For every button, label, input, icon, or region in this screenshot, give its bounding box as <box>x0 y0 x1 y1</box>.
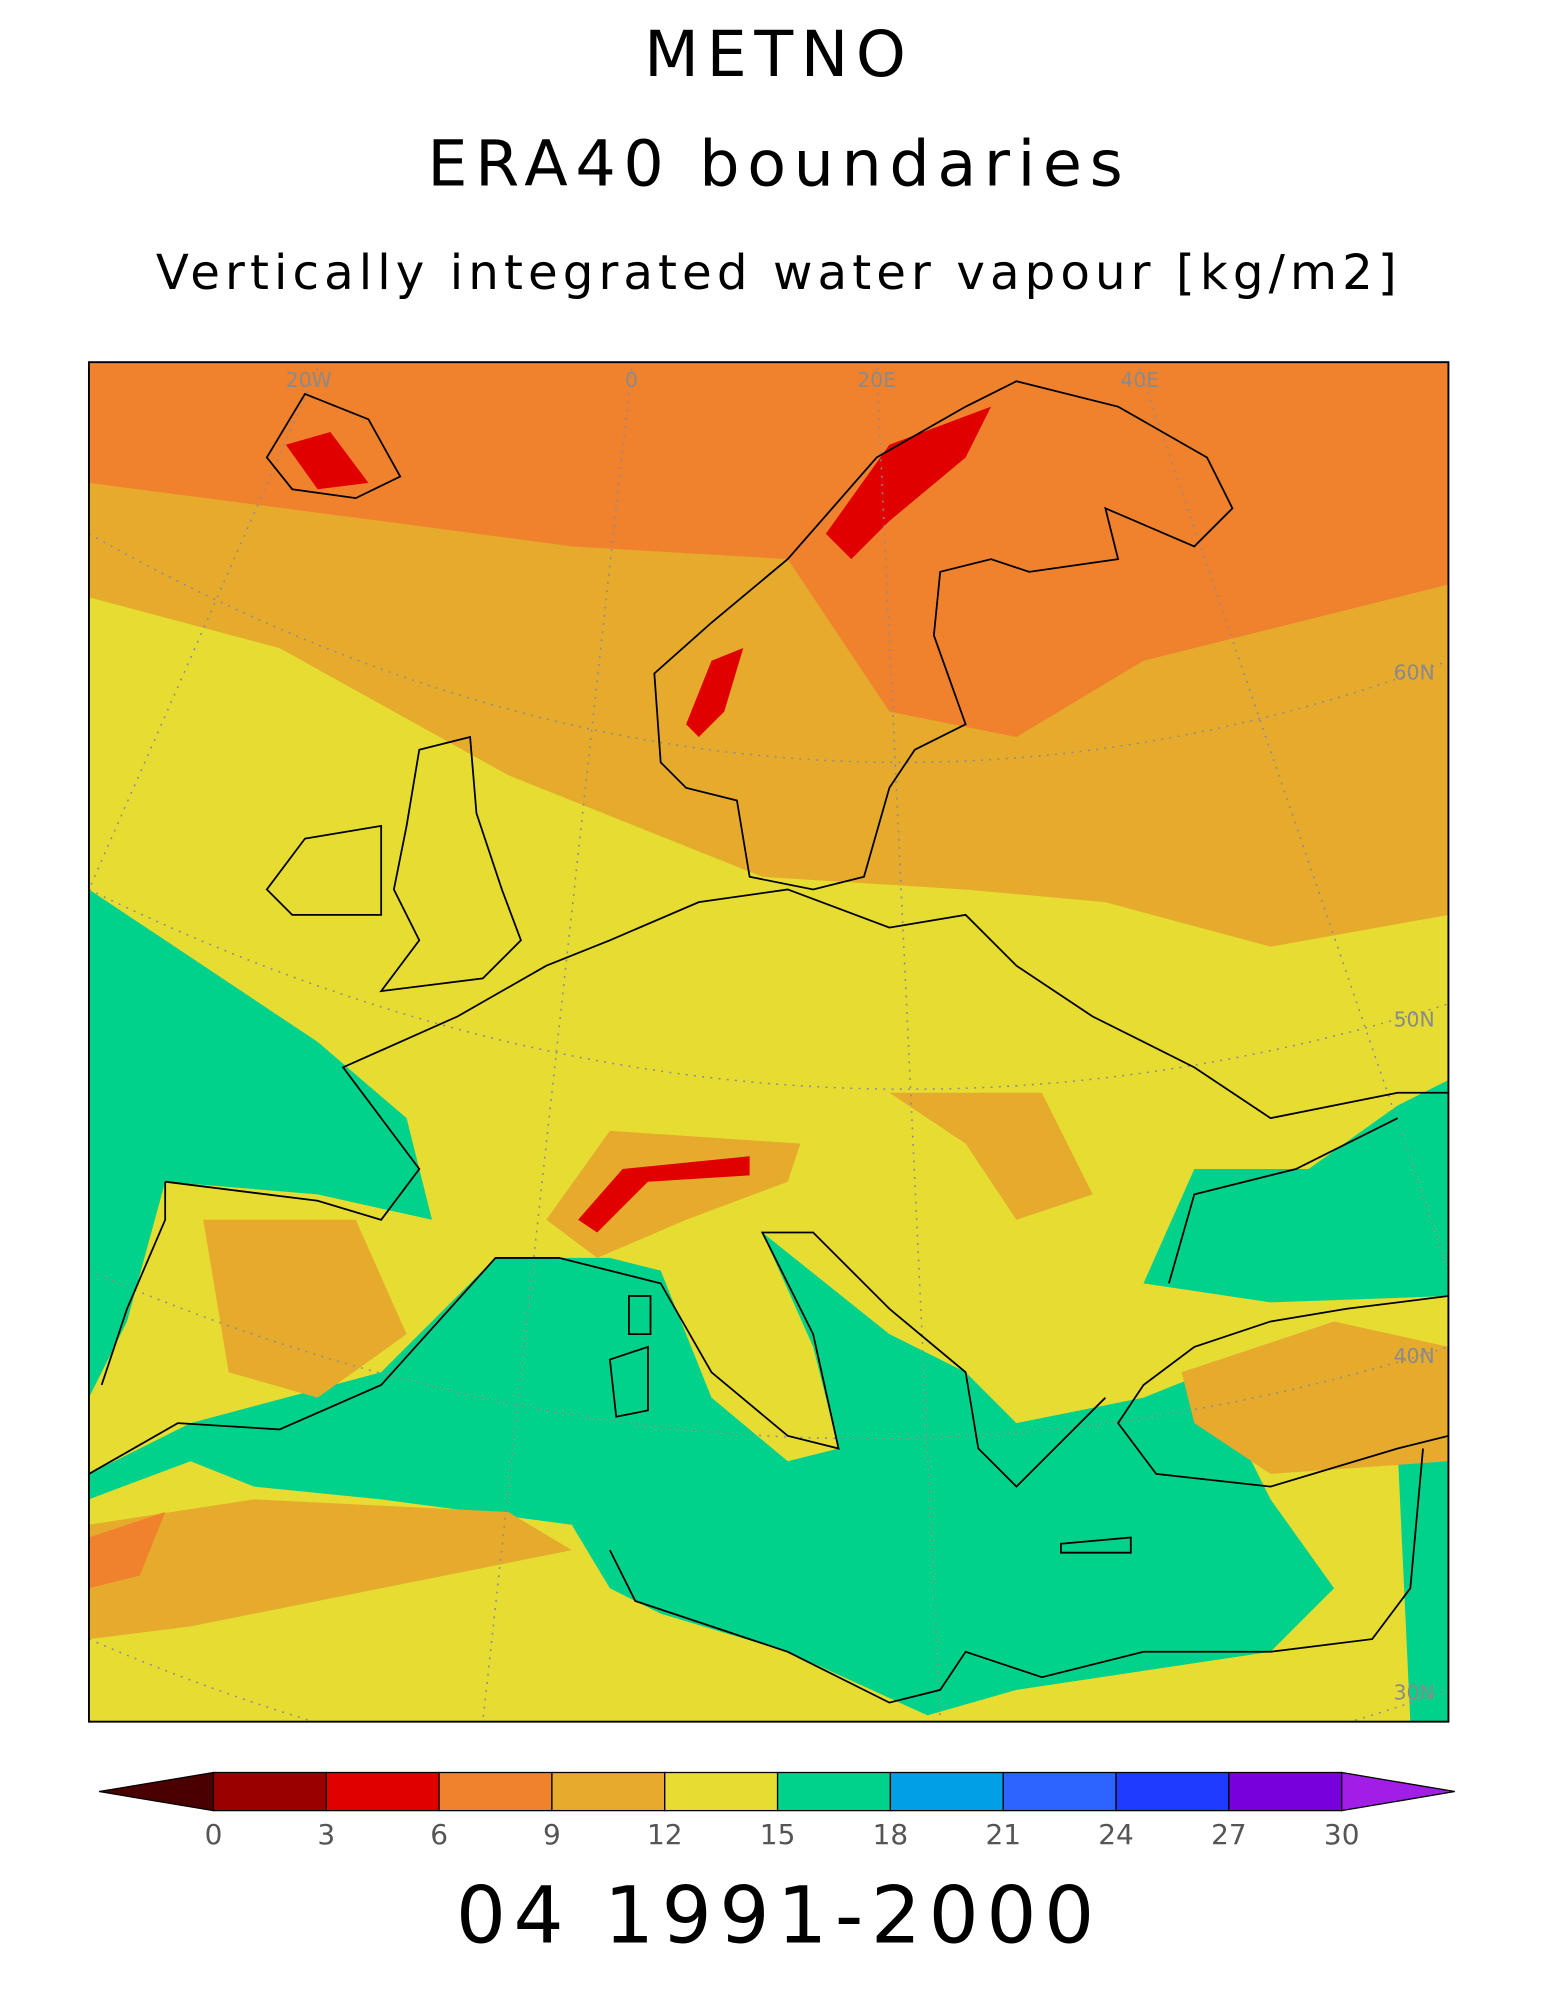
map-region <box>203 1219 407 1398</box>
map-region <box>285 432 369 490</box>
colorbar-bin <box>1228 1771 1343 1812</box>
coastline <box>379 735 522 993</box>
coastline <box>265 392 402 500</box>
lon-label: 0 <box>625 368 638 392</box>
map-region <box>88 1512 166 1589</box>
map-region <box>686 648 744 737</box>
coastline <box>165 888 1449 1488</box>
colorbar-bin <box>664 1771 779 1812</box>
map-region <box>578 1156 750 1233</box>
coastline <box>265 824 383 916</box>
colorbar-tick-label: 21 <box>985 1818 1021 1851</box>
coastline <box>88 1181 1424 1704</box>
subtitle: ERA40 boundaries <box>427 126 1130 200</box>
lat-label: 40N <box>1394 1344 1435 1368</box>
colorbar-tick-label: 27 <box>1211 1818 1247 1851</box>
map-field <box>88 362 1449 1722</box>
colorbar-bin <box>212 1771 327 1812</box>
colorbar-tick-label: 18 <box>873 1818 909 1851</box>
lat-line <box>88 533 1449 764</box>
map-region <box>1143 1080 1449 1303</box>
lon-line <box>875 368 941 1722</box>
lat-line <box>88 1269 1449 1440</box>
lon-label: 20W <box>286 368 332 392</box>
map-region <box>88 1499 572 1640</box>
colorbar-bin <box>889 1771 1004 1812</box>
graticule <box>88 368 1449 1722</box>
colorbar-tick-label: 6 <box>430 1818 448 1851</box>
lat-label: 30N <box>1394 1681 1435 1705</box>
map-frame <box>87 361 1450 1723</box>
colorbar-tick-label: 24 <box>1098 1818 1134 1851</box>
colorbar-bin <box>551 1771 666 1812</box>
variable-title: Vertically integrated water vapour [kg/m… <box>156 245 1402 301</box>
colorbar-bin <box>325 1771 440 1812</box>
colorbar-tick-label: 15 <box>760 1818 796 1851</box>
map-region <box>88 1232 1335 1716</box>
map-region <box>1397 1435 1449 1722</box>
colorbar-bin <box>776 1771 892 1812</box>
lon-label: 20E <box>857 368 896 392</box>
map-region <box>825 406 992 560</box>
lat-label: 60N <box>1394 660 1435 684</box>
lat-label: 50N <box>1394 1007 1435 1031</box>
colorbar: 0 3 6 9 12 15 18 21 24 27 30 <box>98 1771 1455 1851</box>
coastline <box>608 1295 1132 1554</box>
colorbar-tick-label: 30 <box>1324 1818 1360 1851</box>
colorbar-under <box>98 1771 215 1812</box>
colorbar-tick-label: 9 <box>543 1818 561 1851</box>
lon-line <box>1138 368 1449 1271</box>
period-label: 04 1991-2000 <box>456 1870 1102 1962</box>
map-region <box>889 1092 1093 1220</box>
lon-label: 40E <box>1120 368 1159 392</box>
lat-line <box>88 1638 1449 1722</box>
map-region <box>88 889 432 1398</box>
colorbar-tick-label: 0 <box>205 1818 223 1851</box>
colorbar-tick-label: 12 <box>647 1818 683 1851</box>
colorbar-bin <box>438 1771 553 1812</box>
map-region <box>88 482 1449 947</box>
colorbar-bin <box>1002 1771 1117 1812</box>
colorbar-tick-label: 3 <box>317 1818 335 1851</box>
title: METNO <box>644 17 913 91</box>
map-region <box>1181 1321 1449 1474</box>
colorbar-bin <box>1115 1771 1230 1812</box>
coastline <box>653 380 1234 891</box>
colorbar-over <box>1341 1771 1455 1812</box>
grid-labels: 20W 0 20E 40E 60N 50N 40N 30N <box>286 368 1435 1704</box>
